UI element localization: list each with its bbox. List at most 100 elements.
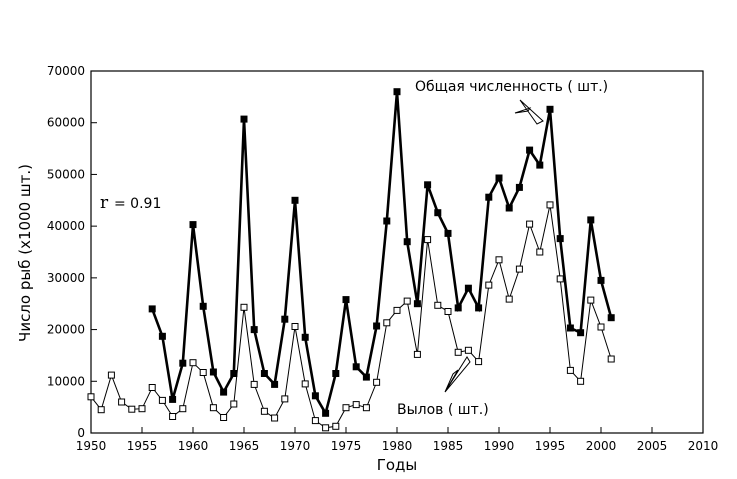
catch-point	[444, 308, 452, 315]
catch-point	[220, 414, 228, 421]
total-point	[260, 370, 268, 377]
catch-point	[454, 348, 462, 356]
catch-point	[464, 346, 472, 354]
total-point	[444, 229, 452, 237]
catch-point	[577, 377, 585, 385]
r-symbol: r	[100, 193, 109, 213]
total-point	[526, 146, 534, 154]
y-tick-label: 20000	[47, 323, 85, 337]
y-axis-title: Число рыб (х1000 шт.)	[16, 164, 34, 342]
total-point	[250, 326, 258, 334]
catch-point	[97, 406, 105, 414]
total-point	[373, 322, 381, 330]
total-point	[566, 324, 574, 332]
catch-point	[607, 355, 615, 363]
r-value: = 0.91	[114, 196, 161, 212]
labels: Число рыб (х1000 шт.) Годы r = 0.91 Обща…	[16, 79, 608, 474]
x-tick-label: 1970	[280, 439, 311, 453]
total-point	[464, 284, 472, 292]
catch-point	[475, 358, 483, 366]
catch-point	[566, 366, 574, 374]
x-tick-label: 1975	[331, 439, 362, 453]
total-point	[189, 221, 197, 229]
total-point	[424, 181, 432, 189]
total-point	[536, 161, 544, 169]
total-pointer-arrow	[514, 99, 544, 125]
catch-point	[189, 359, 197, 367]
total-point	[332, 370, 340, 377]
total-point	[413, 300, 421, 308]
catch-point	[393, 306, 401, 314]
catch-point	[138, 405, 146, 413]
catch-point	[373, 378, 381, 386]
catch-point	[352, 401, 360, 409]
x-tick-label: 2005	[637, 439, 668, 453]
total-series-label: Общая численность ( шт.)	[415, 79, 608, 95]
total-point	[148, 305, 156, 313]
total-point	[403, 238, 411, 246]
catch-point	[87, 393, 95, 401]
total-point	[352, 363, 360, 371]
total-point	[362, 373, 370, 381]
y-tick-label: 50000	[47, 167, 85, 181]
catch-point	[118, 398, 126, 406]
total-line	[150, 91, 613, 417]
total-point	[577, 329, 585, 337]
catch-point	[199, 369, 207, 376]
catch-point	[546, 201, 554, 209]
catch-point	[281, 395, 289, 403]
total-point	[179, 359, 187, 367]
catch-point	[495, 256, 503, 264]
total-point	[220, 388, 228, 396]
catch-point	[291, 323, 299, 330]
total-point	[169, 395, 177, 403]
total-point	[281, 315, 289, 323]
total-point	[301, 333, 309, 341]
total-point	[556, 235, 564, 243]
x-tick-label: 1950	[76, 439, 107, 453]
catch-series-label: Вылов ( шт.)	[397, 402, 489, 418]
x-tick-label: 1995	[535, 439, 566, 453]
catch-point	[311, 417, 319, 425]
x-tick-label: 2000	[586, 439, 617, 453]
catch-point	[413, 350, 421, 358]
total-point	[311, 392, 319, 400]
catch-point	[230, 400, 238, 408]
plot-frame	[90, 70, 704, 434]
total-point	[434, 209, 442, 217]
catch-point	[148, 384, 156, 391]
catch-point	[362, 404, 370, 412]
total-point	[587, 216, 595, 224]
catch-point	[485, 281, 493, 289]
catch-line	[90, 204, 612, 429]
catch-point	[556, 275, 564, 283]
catch-point	[505, 295, 513, 303]
total-point	[291, 196, 299, 204]
x-tick-label: 1955	[127, 439, 158, 453]
total-point	[158, 332, 166, 340]
catch-point	[383, 319, 391, 327]
catch-point	[179, 405, 187, 413]
catch-pointer-arrow	[444, 356, 471, 393]
y-tick-label: 10000	[47, 374, 85, 388]
catch-point	[515, 265, 523, 273]
catch-point	[128, 405, 136, 413]
total-point	[454, 304, 462, 312]
x-tick-label: 1990	[484, 439, 515, 453]
total-point	[342, 296, 350, 304]
x-axis-title: Годы	[377, 456, 418, 474]
y-tick-label: 0	[77, 426, 85, 440]
y-tick-label: 30000	[47, 271, 85, 285]
total-point	[209, 368, 217, 376]
total-point	[271, 380, 279, 388]
catch-point	[403, 297, 411, 305]
total-point	[607, 314, 615, 322]
total-point	[199, 302, 207, 310]
total-point	[495, 174, 503, 182]
catch-point	[342, 404, 350, 412]
catch-point	[597, 323, 605, 331]
catch-point	[158, 396, 166, 404]
axes: 1950 1955 1960 1965 1970 1975 1980 1985 1990 1995…	[47, 64, 718, 453]
x-tick-label: 2010	[688, 439, 719, 453]
